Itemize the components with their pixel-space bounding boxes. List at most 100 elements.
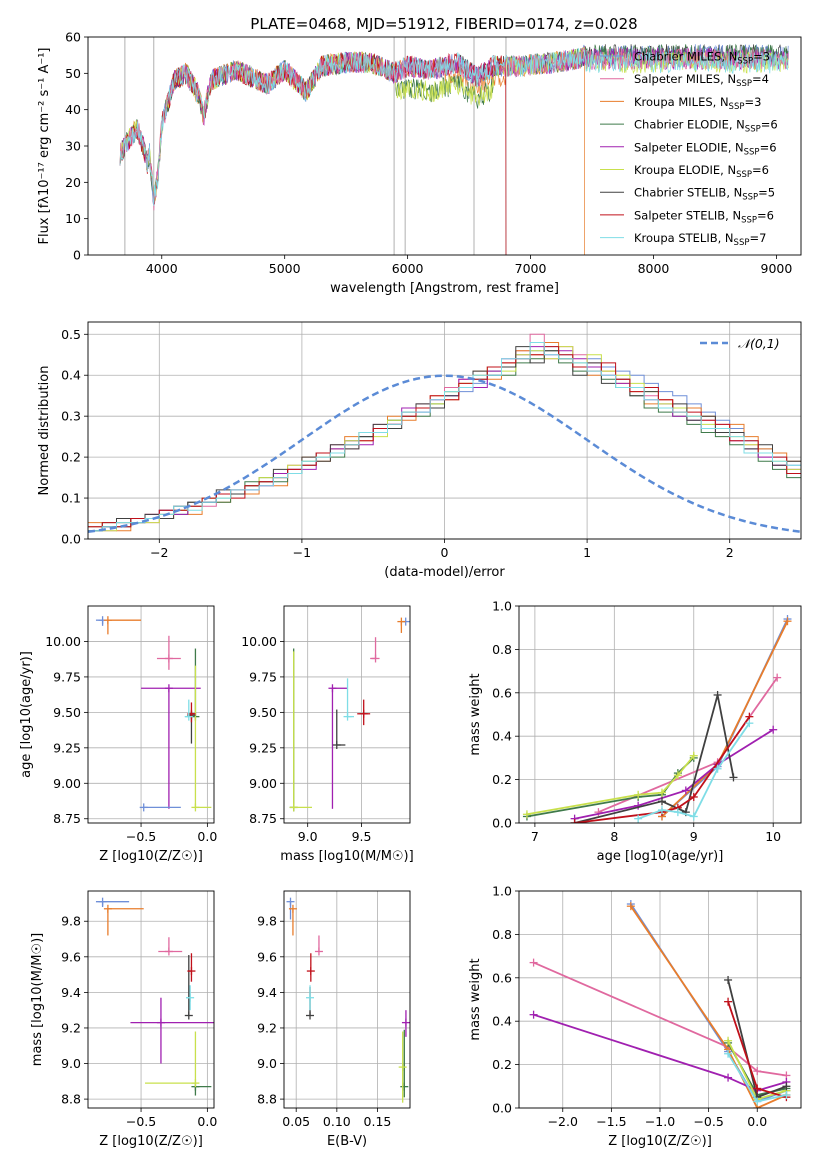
x-tick-label: −1 (293, 545, 311, 560)
legend-subscript: SSP (737, 57, 753, 67)
y-axis-label: mass weight (468, 958, 483, 1040)
x-tick-label: 9.0 (298, 829, 318, 844)
weight-series-line (637, 722, 751, 820)
axes-frame (87, 890, 215, 1109)
y-tick-label: 9.25 (53, 740, 81, 755)
legend-label: Kroupa MILES, NSSP=3 (634, 95, 761, 112)
y-tick-label: 8.8 (61, 1092, 81, 1107)
y-tick-label: 0.8 (492, 927, 512, 942)
y-tick-label: 8.75 (53, 811, 81, 826)
y-tick-label: 0.0 (492, 1101, 512, 1116)
spectrum-legend: Chabrier MILES, NSSP=3 Salpeter MILES, NS… (600, 50, 778, 248)
y-tick-label: 9.00 (249, 776, 277, 791)
y-tick-label: 9.0 (61, 1056, 81, 1071)
x-axis-label: E(B-V) (327, 1134, 367, 1149)
spectrum-series-line (119, 47, 789, 206)
x-tick-label: 1 (583, 545, 591, 560)
grid-group (284, 606, 410, 823)
legend-subscript: SSP (745, 125, 761, 135)
x-tick-label: 8000 (638, 261, 670, 276)
x-axis-label: mass [log10(M/M☉)] (280, 849, 413, 864)
x-tick-label: −0.5 (693, 1114, 723, 1129)
x-tick-label: 9000 (761, 261, 793, 276)
y-tick-label: 0.6 (492, 970, 512, 985)
y-tick-label: 0.2 (492, 772, 512, 787)
weight-series-line (526, 755, 695, 816)
y-tick-label: 0.6 (492, 685, 512, 700)
axes-frame (518, 605, 802, 824)
spectrum-series-line (119, 46, 789, 201)
plot-area (522, 615, 792, 823)
x-tick-label: −0.5 (126, 829, 156, 844)
y-tick-label: 9.2 (257, 1020, 277, 1035)
y-tick-label: 0.0 (61, 532, 81, 547)
legend-value: =3 (753, 50, 770, 64)
y-tick-label: 10.00 (241, 634, 277, 649)
y-tick-label: 30 (65, 139, 81, 154)
legend-value: =6 (752, 163, 769, 177)
legend-label: Salpeter ELODIE, NSSP=6 (634, 140, 777, 157)
x-tick-label: −0.5 (126, 1114, 156, 1129)
y-tick-label: 8.8 (257, 1092, 277, 1107)
legend-value: =6 (761, 118, 778, 132)
legend-subscript: SSP (734, 238, 750, 248)
plot-area (88, 333, 801, 534)
y-tick-label: 10 (65, 211, 81, 226)
y-tick-label: 9.0 (257, 1056, 277, 1071)
y-tick-label: 9.00 (53, 776, 81, 791)
weight-series-line (661, 618, 789, 818)
y-tick-label: 40 (65, 102, 81, 117)
x-tick-label: 2 (726, 545, 734, 560)
age-vs-mass-panel: 9.0 9.5 8.75 9.00 9.25 9.50 9.75 10.00 mass [log… (241, 605, 414, 864)
grid-group (519, 605, 801, 824)
y-tick-label: 9.4 (61, 985, 81, 1000)
x-tick-label: 7 (531, 829, 539, 844)
plot-area (529, 900, 791, 1108)
plot-area (286, 897, 410, 1103)
x-tick-label: −2.0 (548, 1114, 578, 1129)
y-tick-label: 9.2 (61, 1020, 81, 1035)
y-tick-label: 0.5 (61, 327, 81, 342)
y-tick-label: 9.75 (53, 669, 81, 684)
x-axis-label: wavelength [Angstrom, rest frame] (330, 281, 559, 296)
x-axis-label: age [log10(age/yr)] (597, 849, 724, 864)
y-tick-label: 0.1 (61, 491, 81, 506)
x-tick-label: 0.0 (747, 1114, 767, 1129)
spectrum-panel: 4000 5000 6000 7000 8000 9000 0 10 20 30 40 50 60 wav… (37, 30, 802, 296)
x-tick-label: 8 (610, 829, 618, 844)
weight-series-line (661, 620, 789, 818)
y-tick-label: 50 (65, 66, 81, 81)
y-axis-label: Flux [fλ10⁻¹⁷ erg cm⁻² s⁻¹ A⁻¹] (37, 48, 52, 245)
y-tick-label: 9.50 (53, 705, 81, 720)
plot-area (95, 616, 212, 812)
weight-vs-metallicity-panel: −2.0 −1.5 −1.0 −0.5 0.0 0.0 0.2 0.4 0.6 0.8 1.0 Z [… (468, 884, 802, 1149)
x-tick-label: 4000 (146, 261, 178, 276)
x-tick-label: 7000 (515, 261, 547, 276)
y-tick-label: 0.8 (492, 642, 512, 657)
legend-label: Chabrier MILES, NSSP=3 (634, 50, 770, 67)
y-tick-label: 0.2 (492, 1057, 512, 1072)
y-tick-label: 9.75 (249, 669, 277, 684)
legend-subscript: SSP (741, 215, 757, 225)
x-tick-label: 0.0 (197, 1114, 217, 1129)
y-tick-label: 0.2 (61, 450, 81, 465)
plot-area (95, 897, 214, 1096)
y-axis-label: Normed distribution (37, 366, 52, 496)
legend-value: =3 (744, 95, 761, 109)
residuals-panel: −2 −1 0 1 2 0.0 0.1 0.2 0.3 0.4 0.5 (data-model)/er… (37, 321, 802, 580)
legend-label: Salpeter MILES, NSSP=4 (634, 72, 769, 89)
y-tick-label: 10.00 (45, 634, 81, 649)
legend-label: 𝒩(0,1) (738, 336, 780, 351)
y-axis-label: age [log10(age/yr)] (19, 651, 34, 778)
legend-label: Salpeter STELIB, NSSP=6 (634, 208, 774, 225)
y-tick-label: 0.4 (492, 1014, 512, 1029)
normal-curve (88, 374, 801, 534)
y-tick-label: 9.50 (249, 705, 277, 720)
y-axis-label: mass [log10(M/M☉)] (30, 933, 45, 1066)
y-tick-label: 9.4 (257, 985, 277, 1000)
x-tick-label: −1.5 (596, 1114, 626, 1129)
legend-subscript: SSP (736, 79, 752, 89)
x-tick-label: 0.15 (364, 1114, 392, 1129)
legend-value: =4 (752, 72, 769, 86)
x-tick-label: 0.10 (323, 1114, 351, 1129)
